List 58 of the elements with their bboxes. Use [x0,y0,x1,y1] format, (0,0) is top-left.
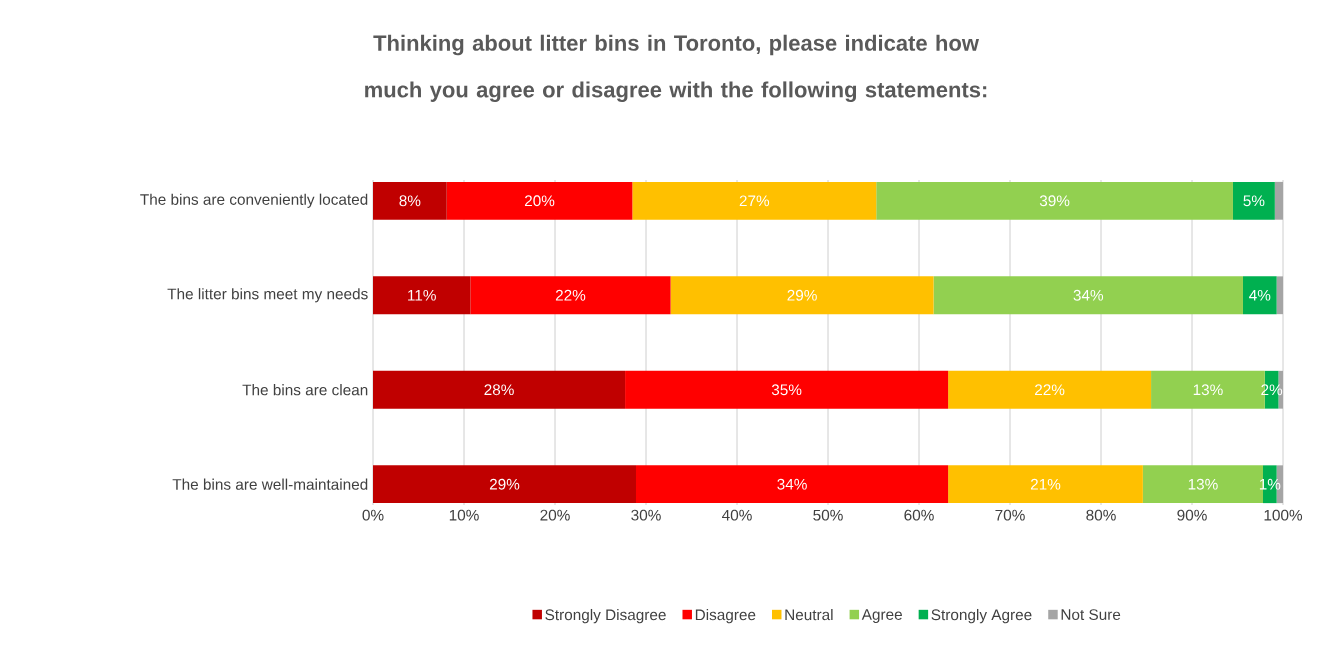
y-tick-label: The bins are well-maintained [172,478,368,490]
bar [470,276,671,315]
data-label: 21% [1030,478,1061,490]
data-label: 29% [787,289,817,301]
legend-label: Strongly Agree [931,608,1032,624]
legend-label: Not Sure [1061,609,1121,621]
legend-label: Agree [861,609,902,623]
legend-label: Disagree [695,608,756,624]
bar [876,181,1233,220]
data-label: 13% [1193,384,1223,396]
bar [948,370,1152,409]
legend-label: Strongly Disagree [545,608,666,624]
bar [373,181,447,220]
bar [632,181,877,220]
x-tick-label: 100% [1264,509,1303,521]
x-tick-label: 90% [1177,509,1207,521]
x-tick-label: 20% [540,509,570,521]
bar [948,465,1143,504]
data-label: 39% [1039,195,1070,207]
bar [933,276,1243,315]
data-label: 20% [524,195,555,207]
x-tick-label: 80% [1086,509,1116,521]
y-tick-label: The litter bins meet my needs [167,288,368,303]
data-label: 11% [408,289,436,301]
bar [373,276,471,315]
data-label: 29% [489,478,520,490]
bar [373,465,636,504]
chart-title: Thinking about litter bins in Toronto, please indicate how much you agree or disagree with the following statements: [365,34,987,102]
x-tick-label: 60% [904,509,934,521]
data-label: 35% [771,384,802,396]
bar [670,276,934,315]
x-tick-label: 30% [631,509,661,521]
bar [1276,276,1284,315]
x-tick-label: 50% [813,509,843,521]
legend-label: Neutral [785,608,833,621]
bar [636,465,949,504]
data-label: 22% [1035,384,1065,396]
data-label: 34% [777,478,807,490]
data-label: 8% [399,195,421,207]
y-tick-label: The bins are conveniently located [140,193,368,208]
x-tick-label: 40% [722,509,752,521]
x-tick-label: 0% [362,509,384,521]
bar [1274,181,1284,220]
data-label: 34% [1073,289,1104,301]
data-label: 13% [1188,478,1218,490]
bar [373,370,626,409]
data-label: 5% [1243,195,1265,207]
data-label: 27% [739,195,770,207]
x-tick-label: 10% [449,509,479,521]
y-tick-label: The bins are clean [242,384,368,396]
bar [1232,181,1275,220]
bar [625,370,949,409]
bar [446,181,633,220]
data-label: 22% [555,289,586,301]
x-tick-label: 70% [995,509,1025,521]
bar [1242,276,1277,315]
data-label: 28% [484,384,514,396]
data-label: 4% [1249,289,1271,301]
